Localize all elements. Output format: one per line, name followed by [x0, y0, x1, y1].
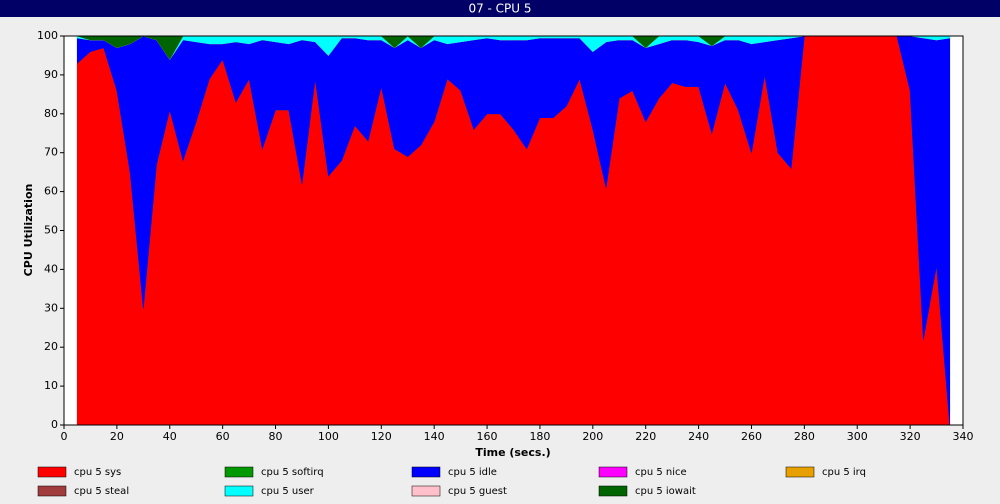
x-tick-label: 240 — [688, 430, 709, 443]
y-tick-label: 20 — [44, 340, 58, 353]
x-tick-label: 0 — [61, 430, 68, 443]
legend-swatch — [411, 466, 441, 478]
legend-swatch — [598, 485, 628, 497]
y-tick-label: 70 — [44, 146, 58, 159]
legend-swatch — [224, 485, 254, 497]
y-tick-label: 100 — [37, 29, 58, 42]
x-tick-label: 180 — [529, 430, 550, 443]
x-tick-label: 260 — [741, 430, 762, 443]
legend-label: cpu 5 iowait — [635, 486, 696, 497]
chart-title: 07 - CPU 5 — [468, 2, 531, 16]
legend-swatch — [598, 466, 628, 478]
y-tick-label: 90 — [44, 68, 58, 81]
legend-label: cpu 5 guest — [448, 486, 507, 497]
x-tick-label: 40 — [163, 430, 177, 443]
title-bar — [0, 0, 1000, 17]
x-tick-label: 60 — [216, 430, 230, 443]
x-tick-label: 340 — [953, 430, 974, 443]
legend-swatch — [37, 466, 67, 478]
legend-label: cpu 5 softirq — [261, 467, 324, 478]
x-tick-label: 320 — [900, 430, 921, 443]
x-axis-label: Time (secs.) — [475, 446, 550, 459]
y-tick-label: 50 — [44, 224, 58, 237]
legend-swatch — [785, 466, 815, 478]
x-tick-label: 280 — [794, 430, 815, 443]
legend-label: cpu 5 nice — [635, 467, 687, 478]
x-tick-label: 140 — [424, 430, 445, 443]
x-tick-label: 160 — [477, 430, 498, 443]
x-tick-label: 300 — [847, 430, 868, 443]
legend-label: cpu 5 steal — [74, 486, 129, 497]
y-tick-label: 30 — [44, 301, 58, 314]
legend-label: cpu 5 sys — [74, 467, 121, 478]
y-tick-label: 10 — [44, 379, 58, 392]
x-tick-label: 220 — [635, 430, 656, 443]
legend-label: cpu 5 idle — [448, 467, 497, 478]
y-tick-label: 0 — [51, 418, 58, 431]
legend-swatch — [411, 485, 441, 497]
legend-label: cpu 5 user — [261, 486, 315, 497]
x-tick-label: 20 — [110, 430, 124, 443]
x-tick-label: 100 — [318, 430, 339, 443]
legend-swatch — [224, 466, 254, 478]
y-tick-label: 80 — [44, 107, 58, 120]
legend-swatch — [37, 485, 67, 497]
y-tick-label: 60 — [44, 185, 58, 198]
y-axis-label: CPU Utilization — [22, 184, 35, 277]
y-tick-label: 40 — [44, 262, 58, 275]
legend-label: cpu 5 irq — [822, 467, 866, 478]
x-tick-label: 80 — [269, 430, 283, 443]
x-tick-label: 120 — [371, 430, 392, 443]
x-tick-label: 200 — [582, 430, 603, 443]
